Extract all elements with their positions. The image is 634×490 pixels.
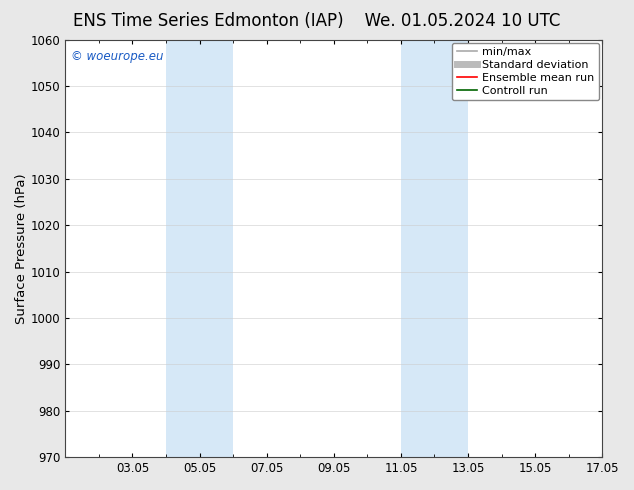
Text: ENS Time Series Edmonton (IAP)    We. 01.05.2024 10 UTC: ENS Time Series Edmonton (IAP) We. 01.05… xyxy=(74,12,560,30)
Y-axis label: Surface Pressure (hPa): Surface Pressure (hPa) xyxy=(15,173,28,324)
Legend: min/max, Standard deviation, Ensemble mean run, Controll run: min/max, Standard deviation, Ensemble me… xyxy=(452,43,599,100)
Bar xyxy=(401,40,468,457)
Text: © woeurope.eu: © woeurope.eu xyxy=(71,50,164,63)
Bar xyxy=(166,40,233,457)
